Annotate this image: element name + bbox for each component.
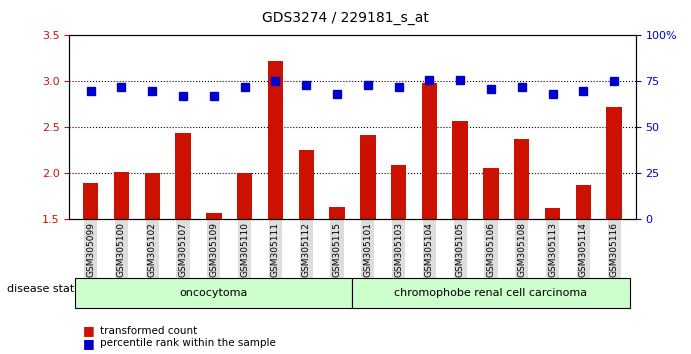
Text: ■: ■	[83, 337, 95, 350]
Text: percentile rank within the sample: percentile rank within the sample	[100, 338, 276, 348]
Text: transformed count: transformed count	[100, 326, 198, 336]
Bar	[237, 172, 252, 219]
Bar	[607, 107, 622, 219]
Bar	[576, 184, 591, 219]
Bar	[514, 139, 529, 219]
Bar	[360, 135, 375, 219]
Bar	[83, 183, 98, 219]
Bar	[114, 172, 129, 219]
Bar	[545, 209, 560, 219]
Text: disease state ►: disease state ►	[7, 284, 93, 295]
Bar	[299, 150, 314, 219]
Bar	[330, 207, 345, 219]
Bar	[391, 165, 406, 219]
Text: oncocytoma: oncocytoma	[180, 288, 248, 298]
Bar	[144, 172, 160, 219]
Bar	[422, 83, 437, 219]
Text: chromophobe renal cell carcinoma: chromophobe renal cell carcinoma	[395, 288, 587, 298]
Bar	[267, 61, 283, 219]
Bar	[483, 168, 499, 219]
Text: ■: ■	[83, 325, 95, 337]
Bar	[453, 121, 468, 219]
Text: GDS3274 / 229181_s_at: GDS3274 / 229181_s_at	[262, 11, 429, 25]
Bar	[206, 213, 222, 219]
Bar	[176, 133, 191, 219]
